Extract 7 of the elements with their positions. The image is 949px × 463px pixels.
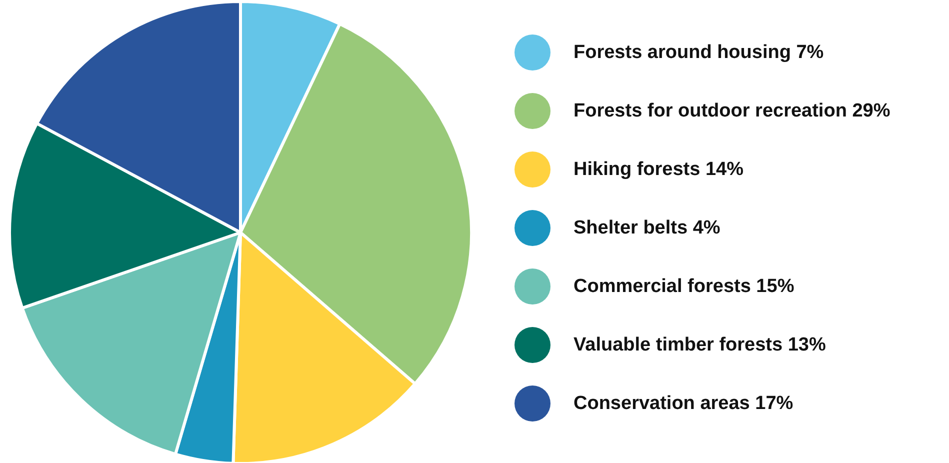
- legend-label: Shelter belts 4%: [574, 218, 720, 238]
- legend-label: Forests around housing 7%: [574, 42, 824, 63]
- legend-label: Hiking forests 14%: [574, 159, 744, 180]
- legend-label: Valuable timber forests 13%: [574, 334, 826, 356]
- legend-label: Forests for outdoor recreation 29%: [574, 100, 890, 122]
- legend-label: Commercial forests 15%: [574, 276, 794, 297]
- legend-label: Conservation areas 17%: [574, 393, 794, 414]
